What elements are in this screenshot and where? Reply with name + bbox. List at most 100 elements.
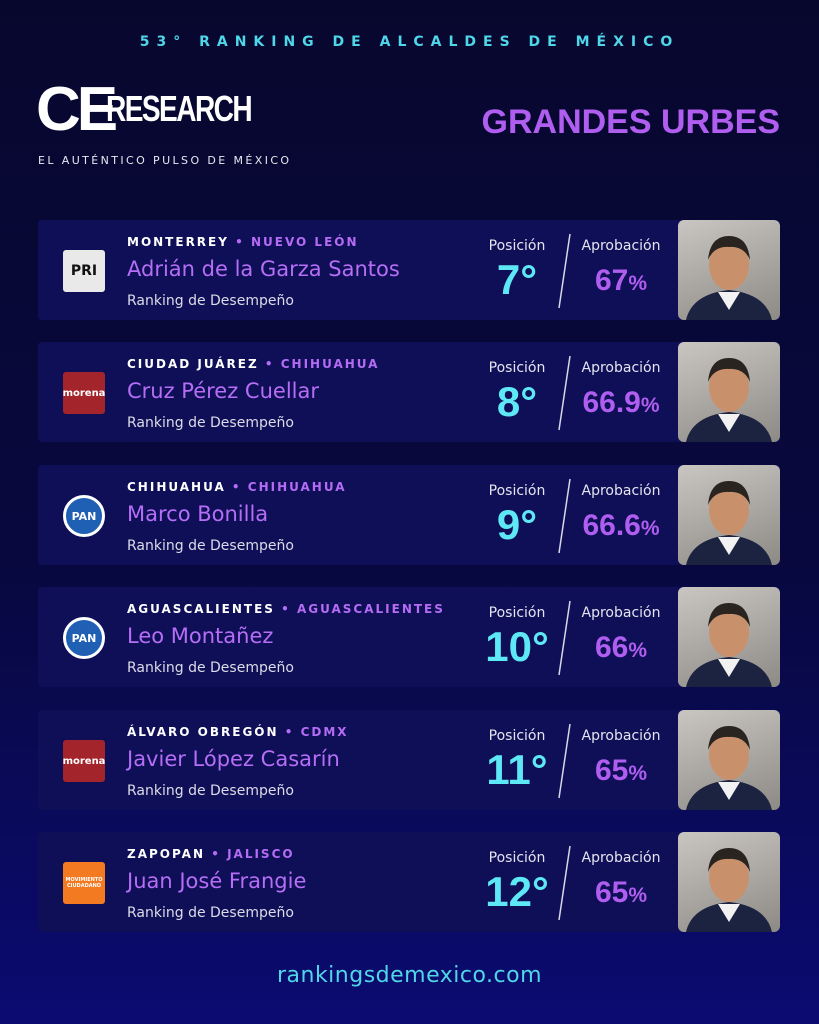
shape bbox=[709, 362, 749, 412]
shape bbox=[709, 485, 749, 535]
photo bbox=[678, 587, 780, 687]
mayor-name: Adrián de la Garza Santos bbox=[127, 257, 400, 281]
photo bbox=[678, 832, 780, 932]
party-logo: MOVIMIENTO CIUDADANO bbox=[63, 862, 105, 904]
decoration bbox=[686, 848, 772, 932]
shape bbox=[708, 726, 750, 750]
state: JALISCO bbox=[211, 847, 294, 861]
approval-label: Aprobación bbox=[581, 360, 661, 376]
decoration bbox=[686, 726, 772, 810]
state: NUEVO LEÓN bbox=[235, 235, 358, 249]
city: MONTERREY bbox=[127, 235, 229, 249]
subtitle: Ranking de Desempeño bbox=[127, 660, 294, 676]
position: 8° bbox=[496, 378, 538, 425]
city: CHIHUAHUA bbox=[127, 480, 226, 494]
party-logo: morena bbox=[63, 740, 105, 782]
city: CIUDAD JUÁREZ bbox=[127, 357, 259, 371]
approval-value: 65 bbox=[594, 754, 629, 787]
subtitle: Ranking de Desempeño bbox=[127, 905, 294, 921]
position: 10° bbox=[485, 623, 549, 670]
shape bbox=[709, 607, 749, 657]
subtitle: Ranking de Desempeño bbox=[127, 415, 294, 431]
approval-label: Aprobación bbox=[581, 238, 661, 254]
location: ZAPOPAN JALISCO bbox=[127, 847, 295, 861]
shape bbox=[708, 848, 750, 872]
approval-value: 66 bbox=[594, 631, 629, 664]
mayor-name: Javier López Casarín bbox=[127, 747, 340, 771]
logo-main: CE bbox=[36, 75, 118, 144]
state: CHIHUAHUA bbox=[265, 357, 380, 371]
shape bbox=[708, 236, 750, 260]
state: CDMX bbox=[285, 725, 349, 739]
location: AGUASCALIENTES AGUASCALIENTES bbox=[127, 602, 445, 616]
logo-rest: RESEARCH bbox=[106, 88, 253, 129]
approval-label: Aprobación bbox=[581, 605, 661, 621]
kicker: 53° RANKING DE ALCALDES DE MÉXICO bbox=[139, 34, 680, 50]
approval-unit: % bbox=[640, 517, 660, 540]
ranking-card: morena ÁLVARO OBREGÓN CDMX Javier López Ca… bbox=[38, 710, 780, 810]
ranking-card: MOVIMIENTO CIUDADANO ZAPOPAN JALISCO Juan … bbox=[38, 832, 780, 932]
shape bbox=[718, 292, 740, 310]
decoration bbox=[686, 236, 772, 320]
location: ÁLVARO OBREGÓN CDMX bbox=[127, 725, 349, 739]
location: CHIHUAHUA CHIHUAHUA bbox=[127, 480, 347, 494]
shape bbox=[718, 659, 740, 677]
shape bbox=[709, 240, 749, 290]
shape bbox=[708, 603, 750, 627]
city: AGUASCALIENTES bbox=[127, 602, 275, 616]
ranking-card: PAN AGUASCALIENTES AGUASCALIENTES Leo Mont… bbox=[38, 587, 780, 687]
party-logo: PRI bbox=[63, 250, 105, 292]
ranking-card: PRI MONTERREY NUEVO LEÓN Adrián de la Garz… bbox=[38, 220, 780, 320]
party-logo: PAN bbox=[63, 617, 105, 659]
position: 11° bbox=[486, 746, 548, 793]
mayor-name: Juan José Frangie bbox=[127, 869, 307, 893]
subtitle: Ranking de Desempeño bbox=[127, 293, 294, 309]
approval-unit: % bbox=[628, 272, 648, 295]
mayor-name: Cruz Pérez Cuellar bbox=[127, 379, 319, 403]
decoration bbox=[686, 603, 772, 687]
photo bbox=[678, 710, 780, 810]
approval: 66% bbox=[551, 631, 691, 665]
shape bbox=[718, 904, 740, 922]
approval-value: 65 bbox=[594, 876, 629, 909]
position: 9° bbox=[496, 501, 538, 548]
position-label: Posición bbox=[488, 238, 546, 254]
ranking-card: morena CIUDAD JUÁREZ CHIHUAHUA Cruz Pérez … bbox=[38, 342, 780, 442]
shape bbox=[708, 358, 750, 382]
approval: 66.6% bbox=[551, 509, 691, 543]
state: CHIHUAHUA bbox=[232, 480, 347, 494]
footer-url[interactable]: rankingsdemexico.com bbox=[276, 963, 543, 988]
approval-label: Aprobación bbox=[581, 850, 661, 866]
approval-value: 66.9 bbox=[582, 386, 641, 419]
state: AGUASCALIENTES bbox=[281, 602, 445, 616]
approval-value: 66.6 bbox=[582, 509, 641, 542]
mayor-name: Leo Montañez bbox=[127, 624, 274, 648]
approval-label: Aprobación bbox=[581, 483, 661, 499]
photo bbox=[678, 342, 780, 442]
approval: 65% bbox=[551, 876, 691, 910]
approval-unit: % bbox=[628, 639, 648, 662]
shape bbox=[718, 414, 740, 432]
position-label: Posición bbox=[488, 483, 546, 499]
decoration bbox=[686, 358, 772, 442]
position-label: Posición bbox=[488, 728, 546, 744]
position: 7° bbox=[496, 256, 538, 303]
approval: 67% bbox=[551, 264, 691, 298]
ranking-card: PAN CHIHUAHUA CHIHUAHUA Marco Bonilla Ranki… bbox=[38, 465, 780, 565]
party-logo: PAN bbox=[63, 495, 105, 537]
section-title: GRANDES URBES bbox=[481, 103, 780, 141]
shape bbox=[709, 730, 749, 780]
city: ÁLVARO OBREGÓN bbox=[127, 725, 279, 739]
shape bbox=[709, 852, 749, 902]
subtitle: Ranking de Desempeño bbox=[127, 783, 294, 799]
approval-label: Aprobación bbox=[581, 728, 661, 744]
position-label: Posición bbox=[488, 850, 546, 866]
approval-unit: % bbox=[640, 394, 660, 417]
position: 12° bbox=[485, 868, 549, 915]
decoration bbox=[686, 481, 772, 565]
location: CIUDAD JUÁREZ CHIHUAHUA bbox=[127, 357, 379, 371]
approval-unit: % bbox=[628, 762, 648, 785]
party-logo: morena bbox=[63, 372, 105, 414]
